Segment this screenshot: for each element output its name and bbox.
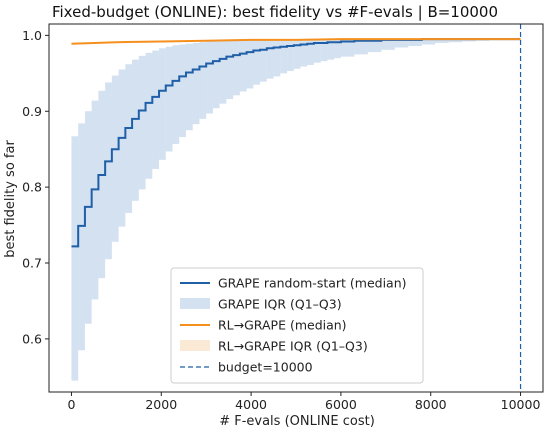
grape-iqr-band-step xyxy=(280,39,288,74)
grape-iqr-band-step xyxy=(266,39,274,79)
legend-label: GRAPE IQR (Q1–Q3) xyxy=(218,297,342,312)
grape-iqr-band-step xyxy=(246,39,254,89)
grape-iqr-band-step xyxy=(239,39,247,92)
grape-iqr-band-step xyxy=(84,111,92,324)
grape-iqr-band-step xyxy=(118,69,126,227)
grape-median-line xyxy=(71,38,521,248)
grape-iqr-band-step xyxy=(179,44,186,138)
grape-iqr-band-step xyxy=(199,42,207,119)
grape-iqr-band-step xyxy=(212,40,220,109)
grape-iqr-band-step xyxy=(293,39,301,69)
grape-iqr-band-step xyxy=(394,39,409,48)
x-tick-label: 4000 xyxy=(235,397,267,412)
grape-iqr-band-step xyxy=(354,39,368,55)
plot-area xyxy=(71,24,522,392)
grape-iqr-band-step xyxy=(273,39,281,77)
grape-iqr-band-step xyxy=(253,39,261,85)
y-axis-label: best fidelity so far xyxy=(3,140,18,258)
grape-iqr-band-step xyxy=(233,39,240,96)
y-tick-label: 1.0 xyxy=(22,28,42,43)
x-tick-label: 6000 xyxy=(325,397,357,412)
grape-iqr-band-step xyxy=(226,39,234,100)
x-tick-label: 2000 xyxy=(145,397,177,412)
grape-iqr-band-step xyxy=(172,45,180,144)
x-tick-label: 8000 xyxy=(415,397,447,412)
grape-iqr-band-step xyxy=(91,100,99,300)
grape-iqr-band-step xyxy=(435,39,449,43)
chart-title: Fixed-budget (ONLINE): best fidelity vs … xyxy=(52,3,498,21)
grape-iqr-band-step xyxy=(165,46,173,152)
grape-iqr-band-step xyxy=(287,39,294,72)
legend: GRAPE random-start (median) GRAPE IQR (Q1… xyxy=(170,267,424,384)
legend-box xyxy=(170,267,424,384)
grape-iqr-band-step xyxy=(300,39,308,67)
grape-iqr-band-step xyxy=(111,75,119,242)
grape-iqr-band-step xyxy=(159,48,166,160)
grape-iqr-band-step xyxy=(138,55,146,190)
x-axis-label: # F-evals (ONLINE cost) xyxy=(219,414,375,429)
grape-iqr-band-step xyxy=(98,90,106,279)
x-tick-label: 10000 xyxy=(501,397,541,412)
grape-iqr-band-step xyxy=(71,136,79,381)
grape-iqr-band-step xyxy=(132,59,139,201)
grape-iqr-band-step xyxy=(192,42,200,125)
grape-iqr-band-step xyxy=(421,39,436,45)
grape-iqr-band-step xyxy=(320,39,328,62)
grape-iqr-band-step xyxy=(105,82,112,260)
legend-label: budget=10000 xyxy=(218,360,313,375)
grape-iqr-band-step xyxy=(462,39,476,42)
grape-iqr-band-step xyxy=(206,41,213,114)
y-tick-label: 0.9 xyxy=(22,104,42,119)
legend-label: RL→GRAPE (median) xyxy=(218,318,347,333)
x-tick-label: 0 xyxy=(67,397,75,412)
grape-iqr-band-step xyxy=(334,39,341,59)
legend-swatch xyxy=(180,340,210,351)
legend-label: RL→GRAPE IQR (Q1–Q3) xyxy=(218,339,368,354)
y-tick-label: 0.8 xyxy=(22,180,42,195)
grape-iqr-band-step xyxy=(313,39,321,63)
y-tick-label: 0.6 xyxy=(22,331,42,346)
legend-swatch xyxy=(180,298,210,309)
grape-iqr-band-step xyxy=(145,52,153,179)
y-tick-label: 0.7 xyxy=(22,256,42,271)
axis-ticks: 0 2000 4000 6000 8000 10000 0.6 0.7 0.8 0.9 1.0 xyxy=(22,28,540,412)
plot-frame xyxy=(48,23,544,393)
legend-label: GRAPE random-start (median) xyxy=(218,276,407,291)
grape-iqr-band-step xyxy=(78,123,85,351)
grape-iqr-band-step xyxy=(340,39,355,57)
grape-iqr-band-step xyxy=(408,39,422,47)
grape-iqr-band-step xyxy=(125,64,133,213)
grape-iqr-band-step xyxy=(307,39,314,65)
rl-grape-median-line xyxy=(71,38,521,45)
grape-iqr-band-step xyxy=(152,50,160,169)
grape-iqr-band-step xyxy=(327,39,335,60)
grape-iqr-band-step xyxy=(381,39,395,50)
grape-iqr-band-step xyxy=(185,43,193,131)
grape-iqr-band-step xyxy=(367,39,382,53)
grape-iqr-band-step xyxy=(260,39,267,82)
grape-iqr-band-step xyxy=(219,40,227,104)
grape-iqr-band-step xyxy=(448,39,463,43)
